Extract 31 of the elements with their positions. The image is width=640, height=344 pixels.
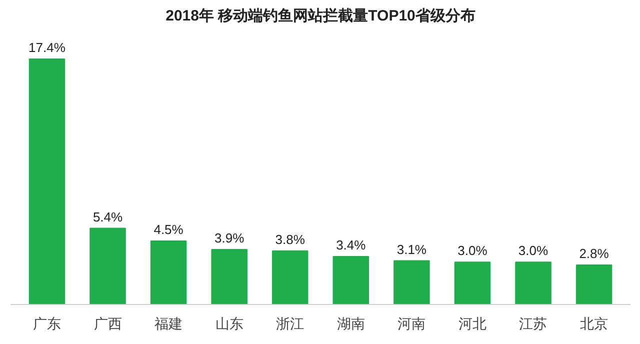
bar [454, 262, 491, 304]
data-label: 5.4% [92, 209, 124, 224]
bar [150, 240, 187, 304]
data-label: 4.5% [154, 222, 184, 237]
data-label: 3.0% [458, 243, 488, 258]
x-tick-label: 河北 [458, 316, 486, 332]
bar [28, 58, 66, 304]
x-tick-label: 北京 [580, 316, 608, 332]
data-label: 2.8% [579, 246, 610, 261]
bar [211, 248, 248, 304]
data-label: 3.0% [518, 243, 548, 258]
bar [576, 264, 612, 304]
data-label: 3.9% [214, 230, 245, 246]
bar [272, 250, 308, 304]
x-tick-label: 河南 [398, 316, 426, 332]
bar [332, 256, 370, 304]
x-tick-label: 湖南 [336, 316, 365, 332]
x-tick-label: 广西 [94, 316, 122, 332]
x-tick-label: 浙江 [276, 316, 304, 332]
bar [515, 262, 552, 304]
bar [90, 228, 126, 304]
data-label: 3.1% [396, 242, 427, 257]
data-label: 3.8% [275, 232, 306, 247]
chart-title: 2018年 移动端钓鱼网站拦截量TOP10省级分布 [166, 8, 476, 24]
data-label: 17.4% [28, 40, 66, 55]
x-tick-label: 福建 [154, 316, 183, 332]
x-tick-label: 广东 [32, 316, 61, 332]
bar [394, 260, 430, 304]
x-tick-label: 山东 [215, 316, 244, 332]
x-tick-label: 江苏 [519, 316, 548, 332]
data-label: 3.4% [336, 238, 366, 253]
